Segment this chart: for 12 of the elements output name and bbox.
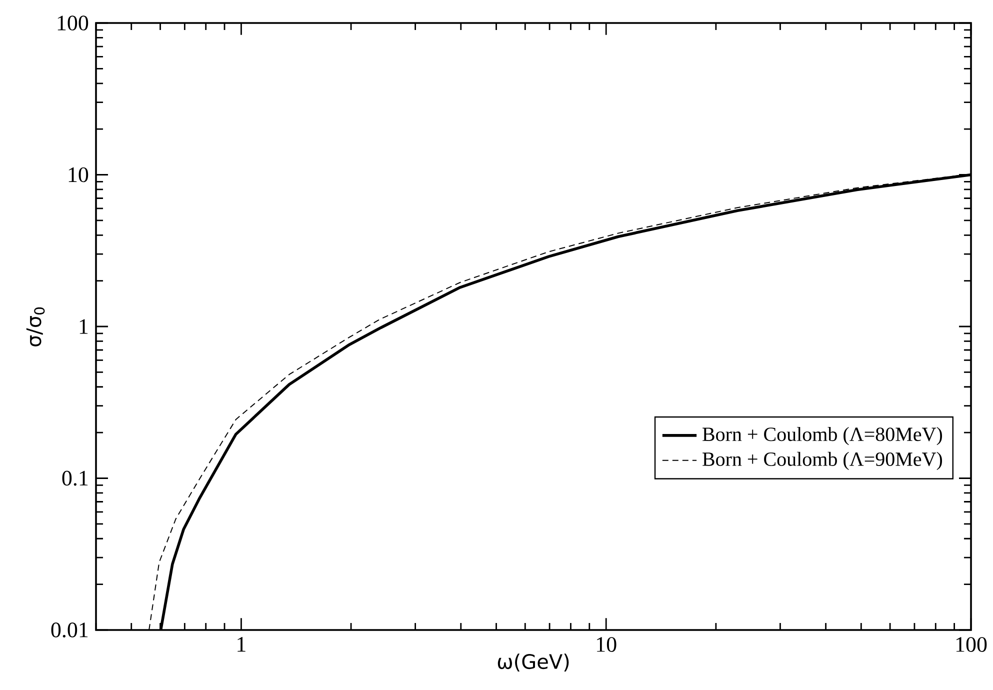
x-tick-label: 1 bbox=[238, 637, 246, 652]
y-tick-label: 0.01 bbox=[51, 622, 88, 638]
legend-label: Born + Coulomb (Λ=90MeV) bbox=[702, 452, 942, 470]
y-tick-label: 1 bbox=[80, 319, 88, 334]
x-tick-label: 100 bbox=[956, 637, 987, 652]
x-axis-title: ω(GeV) bbox=[498, 654, 569, 672]
y-tick-label: 10 bbox=[68, 167, 88, 182]
y-tick-label: 100 bbox=[58, 16, 88, 30]
x-tick-label: 10 bbox=[597, 637, 616, 652]
legend-label: Born + Coulomb (Λ=80MeV) bbox=[702, 426, 942, 446]
y-axis-title: σ/σ$_{0}$ bbox=[26, 307, 45, 346]
y-tick-label: 0.1 bbox=[62, 470, 88, 486]
